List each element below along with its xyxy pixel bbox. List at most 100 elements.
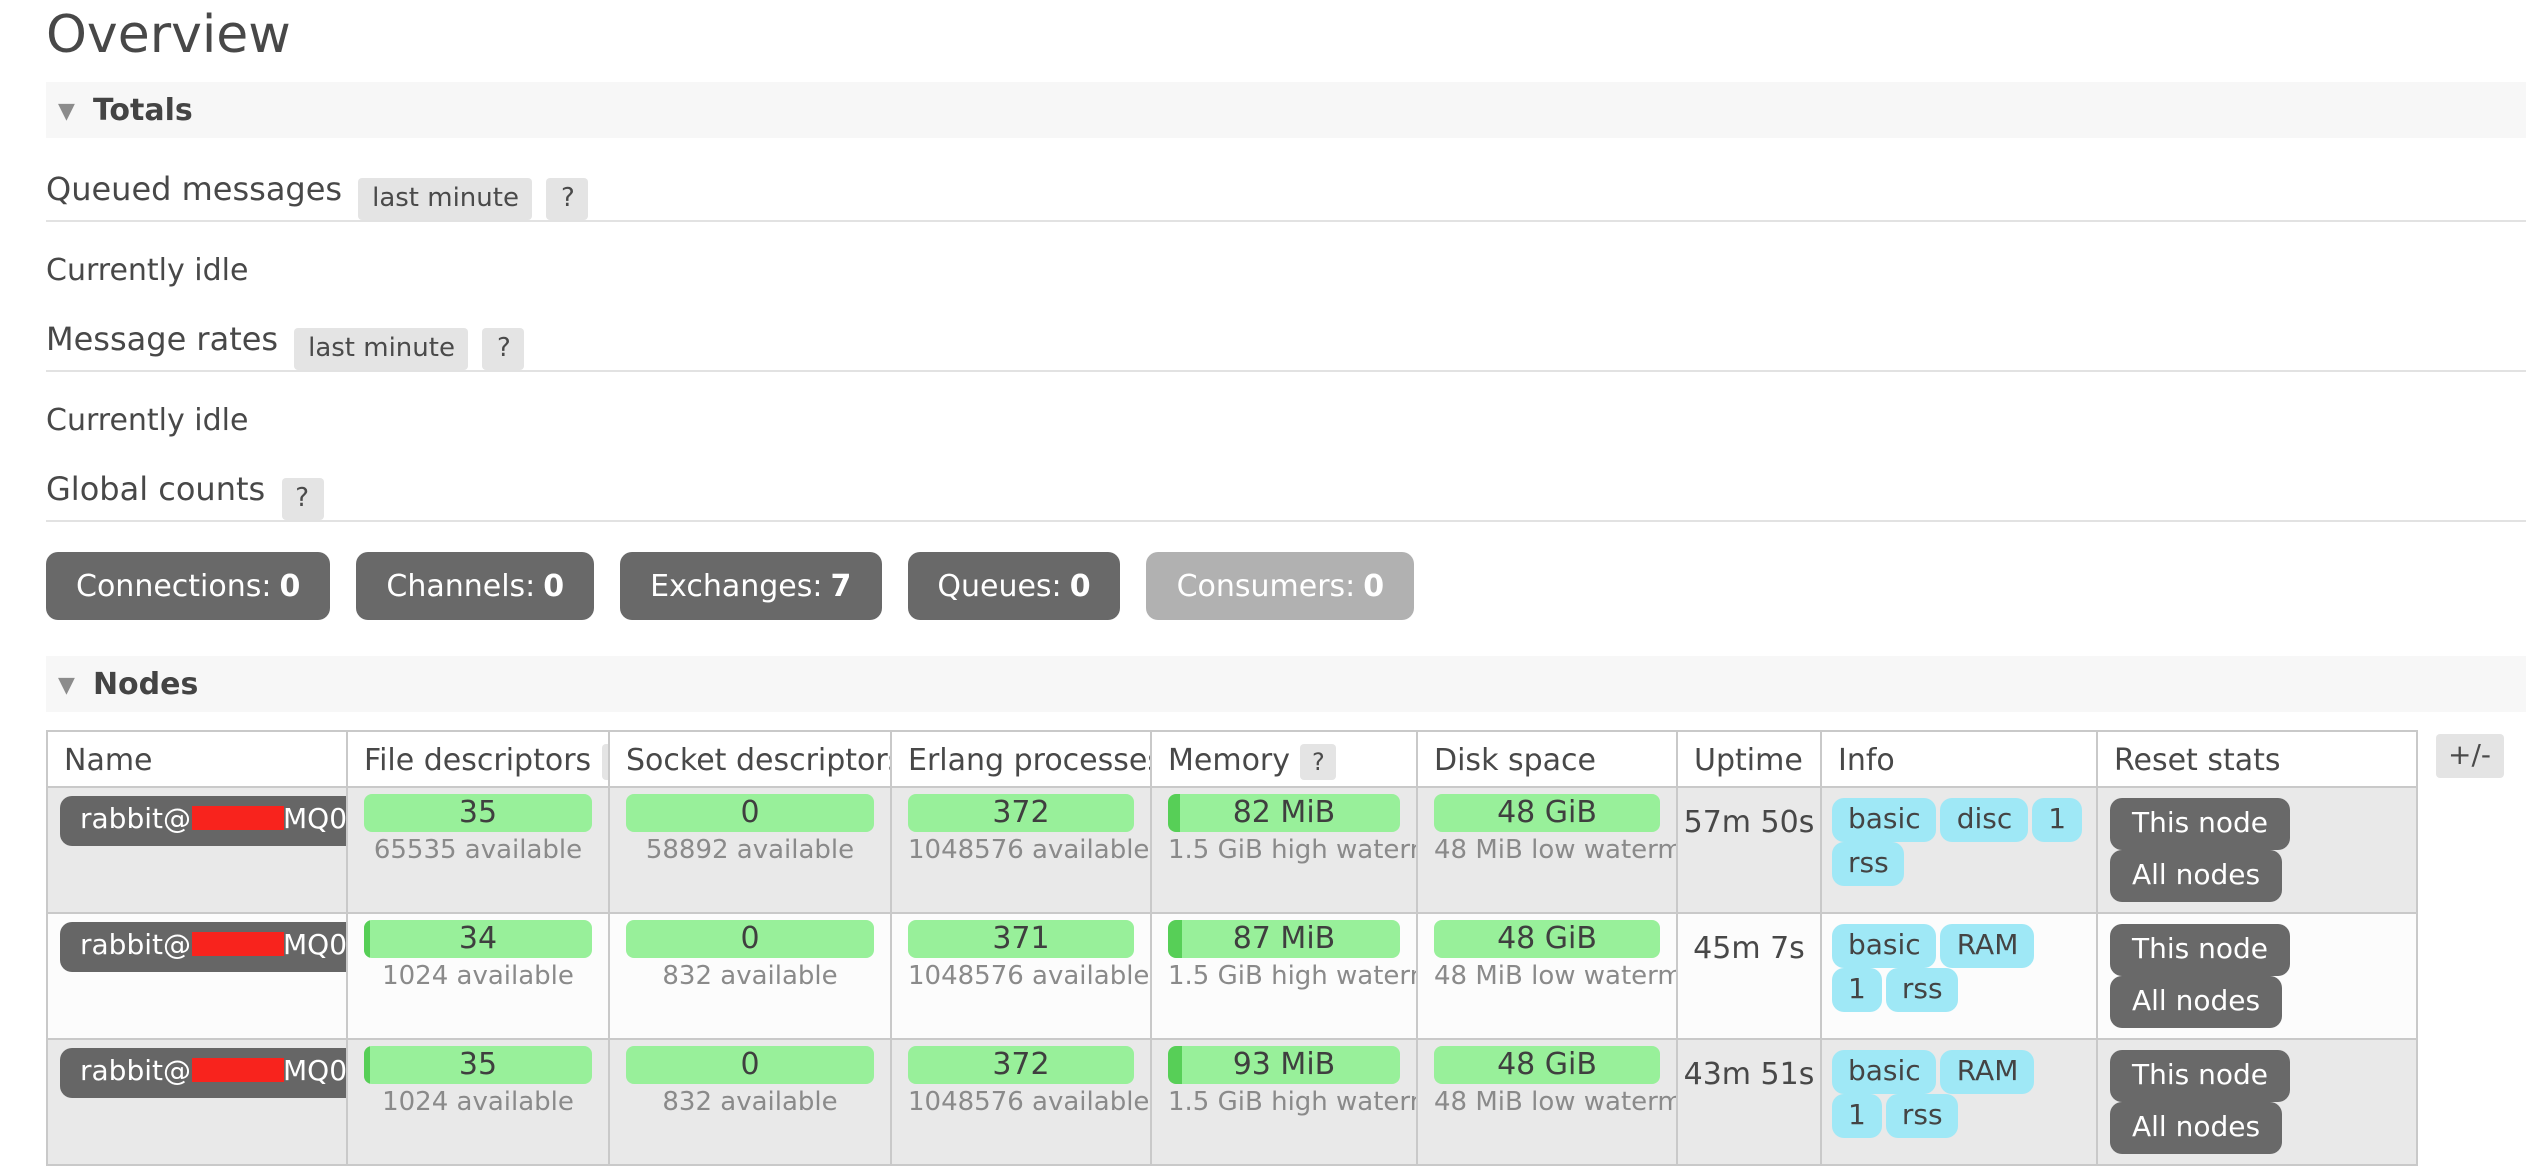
- column-header-label: Erlang processes: [908, 742, 1151, 778]
- nodes-section-label: Nodes: [92, 666, 199, 702]
- column-header-reset-stats: Reset stats: [2096, 730, 2418, 788]
- column-header-info: Info: [1820, 730, 2098, 788]
- column-header-label: Info: [1838, 742, 1895, 778]
- collapse-triangle-icon: ▼: [58, 671, 75, 697]
- metric-cell: 48 GiB 48 MiB low watermark: [1416, 1038, 1678, 1166]
- column-header-erlang-processes: Erlang processes: [890, 730, 1152, 788]
- info-badge-ram: RAM: [1940, 1050, 2035, 1094]
- connections-counter-label: Connections:: [76, 568, 272, 604]
- metric-bar: 0: [626, 1046, 874, 1084]
- column-header-label: Reset stats: [2114, 742, 2281, 778]
- global-counts-label: Global counts: [46, 470, 266, 508]
- reset-all-nodes-button[interactable]: All nodes: [2110, 976, 2283, 1028]
- metric-value: 35: [458, 794, 498, 830]
- reset-this-node-button[interactable]: This node: [2110, 798, 2290, 850]
- reset-this-node-button[interactable]: This node: [2110, 924, 2290, 976]
- info-badge-rss: rss: [1885, 968, 1959, 1012]
- global-counts-help-icon[interactable]: ?: [281, 478, 324, 520]
- metric-sublabel: 1.5 GiB high watermark: [1168, 962, 1415, 992]
- column-help-icon[interactable]: ?: [601, 744, 607, 780]
- reset-stats-cell: This nodeAll nodes: [2096, 912, 2418, 1040]
- metric-bar-fill: [364, 1046, 371, 1084]
- column-header-label: Uptime: [1694, 742, 1803, 778]
- queued-messages-help-icon[interactable]: ?: [546, 178, 589, 220]
- metric-cell: 34 1024 available: [346, 912, 610, 1040]
- metric-value: 35: [458, 1046, 498, 1082]
- metric-cell: 35 1024 available: [346, 1038, 610, 1166]
- metric-bar: 34: [364, 920, 592, 958]
- node-name-badge[interactable]: rabbit@ MQ02: [60, 922, 347, 972]
- totals-section-header[interactable]: ▼ Totals: [46, 82, 2526, 138]
- metric-cell: 48 GiB 48 MiB low watermark: [1416, 786, 1678, 914]
- metric-value: 93 MiB: [1232, 1046, 1336, 1082]
- queues-counter-label: Queues:: [937, 568, 1062, 604]
- metric-cell: 82 MiB 1.5 GiB high watermark: [1150, 786, 1418, 914]
- column-header-disk-space: Disk space: [1416, 730, 1678, 788]
- queues-counter-button[interactable]: Queues: 0: [907, 552, 1121, 620]
- info-badge-basic: basic: [1832, 924, 1937, 968]
- node-name-suffix: MQ02: [283, 930, 347, 962]
- metric-value: 0: [740, 1046, 760, 1082]
- node-name-badge[interactable]: rabbit@ MQ01: [60, 796, 345, 846]
- metric-sublabel: 1048576 available: [908, 836, 1150, 866]
- metric-cell: 87 MiB 1.5 GiB high watermark: [1150, 912, 1418, 1040]
- reset-stats-cell: This nodeAll nodes: [2096, 786, 2418, 914]
- info-badge-disc: disc: [1940, 798, 2029, 842]
- reset-all-nodes-button[interactable]: All nodes: [2110, 850, 2283, 902]
- metric-sublabel: 1.5 GiB high watermark: [1168, 836, 1415, 866]
- column-header-label: Disk space: [1434, 742, 1596, 778]
- column-header-label: Name: [64, 742, 153, 778]
- consumers-counter-button[interactable]: Consumers: 0: [1146, 552, 1415, 620]
- channels-counter-button[interactable]: Channels: 0: [356, 552, 595, 620]
- queued-messages-row: Queued messages last minute ?: [46, 170, 2526, 222]
- message-rates-help-icon[interactable]: ?: [482, 328, 525, 370]
- metric-value: 371: [992, 920, 1050, 956]
- queued-messages-status: Currently idle: [46, 252, 249, 288]
- nodes-section-header[interactable]: ▼ Nodes: [46, 656, 2526, 712]
- metric-bar-fill: [1168, 794, 1180, 832]
- connections-counter-button[interactable]: Connections: 0: [46, 552, 331, 620]
- info-badge-basic: basic: [1832, 798, 1937, 842]
- column-header-label: Socket descriptors: [626, 742, 891, 778]
- queued-messages-timeframe-tag[interactable]: last minute: [358, 178, 533, 220]
- redaction-box: [191, 1058, 283, 1082]
- metric-bar: 0: [626, 920, 874, 958]
- metric-sublabel: 48 MiB low watermark: [1434, 962, 1675, 992]
- node-info-cell: basic disc 1 rss: [1820, 786, 2098, 914]
- column-header-memory: Memory?: [1150, 730, 1418, 788]
- exchanges-counter-value: 7: [830, 568, 852, 604]
- metric-sublabel: 1024 available: [382, 962, 574, 992]
- reset-all-nodes-button[interactable]: All nodes: [2110, 1102, 2283, 1154]
- metric-cell: 35 65535 available: [346, 786, 610, 914]
- global-counters: Connections: 0 Channels: 0 Exchanges: 7 Que…: [46, 552, 2526, 620]
- uptime-cell: 43m 51s: [1676, 1038, 1822, 1166]
- node-row: rabbit@ MQ01 35 65535 available 0 58892 avail…: [46, 786, 2418, 914]
- info-badge-1: 1: [1832, 968, 1882, 1012]
- metric-value: 48 GiB: [1497, 1046, 1597, 1082]
- metric-bar: 372: [908, 794, 1134, 832]
- metric-value: 48 GiB: [1497, 920, 1597, 956]
- info-badge-rss: rss: [1832, 842, 1905, 886]
- node-name-prefix: rabbit@: [80, 930, 191, 962]
- exchanges-counter-button[interactable]: Exchanges: 7: [620, 552, 882, 620]
- metric-cell: 93 MiB 1.5 GiB high watermark: [1150, 1038, 1418, 1166]
- metric-value: 34: [458, 920, 498, 956]
- info-badge-1: 1: [1832, 1094, 1882, 1138]
- queued-messages-label: Queued messages: [46, 170, 343, 208]
- info-badge-rss: rss: [1885, 1094, 1959, 1138]
- metric-cell: 371 1048576 available: [890, 912, 1152, 1040]
- column-help-icon[interactable]: ?: [1300, 744, 1337, 780]
- connections-counter-value: 0: [279, 568, 301, 604]
- message-rates-timeframe-tag[interactable]: last minute: [294, 328, 469, 370]
- metric-value: 0: [740, 920, 760, 956]
- column-selector-button[interactable]: +/-: [2436, 734, 2503, 778]
- info-badge-1: 1: [2032, 798, 2083, 842]
- metric-sublabel: 1048576 available: [908, 962, 1150, 992]
- reset-this-node-button[interactable]: This node: [2110, 1050, 2290, 1102]
- column-header-label: Memory: [1168, 742, 1291, 778]
- channels-counter-value: 0: [543, 568, 565, 604]
